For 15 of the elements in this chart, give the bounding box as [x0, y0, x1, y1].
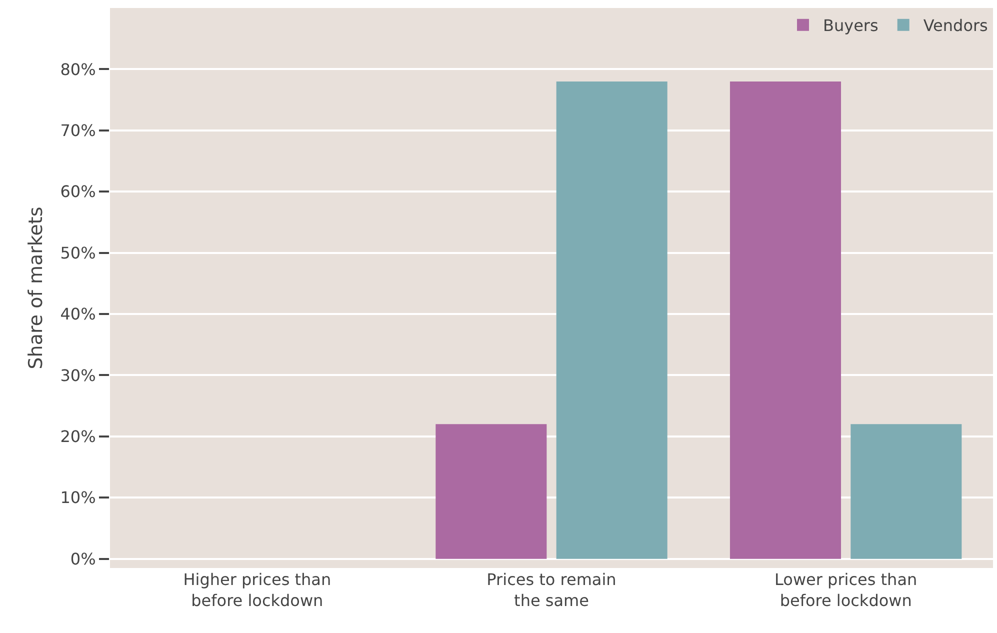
y-tick-label: 80% — [60, 60, 96, 79]
y-tick-label: 60% — [60, 182, 96, 202]
y-axis-title: Share of markets — [25, 206, 48, 370]
x-tick-label: Prices to remain the same — [486, 570, 616, 610]
y-tick-label: 10% — [60, 488, 96, 508]
y-tick-label: 50% — [60, 243, 96, 262]
y-tick-label: 30% — [60, 366, 96, 385]
y-tick-label: 40% — [60, 304, 96, 324]
y-tick-label: 20% — [60, 427, 96, 446]
y-tick-label: 70% — [60, 121, 96, 140]
y-tick-label: 0% — [70, 549, 96, 568]
x-tick-label: Lower prices than before lockdown — [774, 570, 918, 610]
legend-label: Buyers — [823, 16, 878, 36]
legend-label: Vendors — [923, 16, 988, 36]
x-tick-label: Higher prices than before lockdown — [183, 570, 332, 610]
